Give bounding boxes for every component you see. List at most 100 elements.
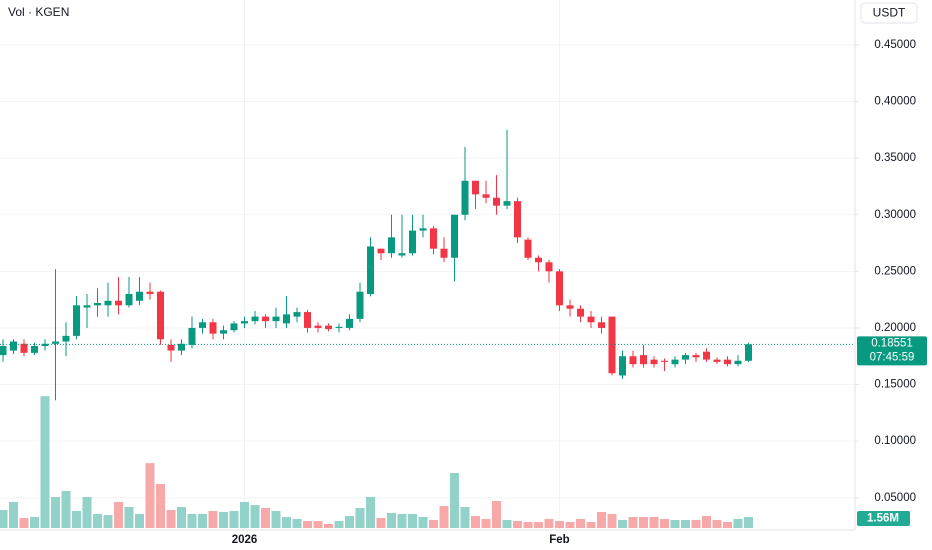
volume-bar [733, 518, 743, 528]
candle-body [230, 323, 238, 331]
candle-body [83, 305, 91, 308]
candle-body [104, 300, 112, 306]
candle-body [440, 248, 448, 258]
volume-bar [439, 506, 449, 528]
candle-body [20, 343, 28, 353]
candle-body [346, 318, 353, 328]
candle-body [377, 248, 385, 254]
volume-bar [502, 520, 512, 528]
currency-label[interactable]: USDT [873, 6, 906, 20]
x-tick-label: 2026 [232, 534, 258, 546]
candle-body [682, 355, 689, 360]
candle-body [73, 305, 80, 336]
volume-bar [9, 501, 18, 528]
volume-bar [219, 511, 228, 528]
volume-bar [345, 516, 354, 528]
y-tick-label: 0.30000 [874, 209, 916, 221]
candle-body [556, 271, 563, 306]
currency-button[interactable] [860, 2, 918, 24]
volume-bar [523, 522, 533, 528]
candle-body [136, 291, 143, 301]
candle-body [52, 341, 59, 344]
volume-bar [324, 523, 333, 528]
volume-bar [177, 506, 186, 528]
y-tick-label: 0.10000 [874, 435, 916, 447]
volume-bar [597, 511, 606, 528]
volume-bar [660, 518, 669, 528]
candle-body [283, 314, 290, 324]
candle-body [335, 326, 343, 328]
candle-body [419, 228, 427, 231]
candle-body [0, 346, 7, 356]
grid [0, 0, 855, 530]
volume-bar [481, 518, 491, 528]
volume-bar [114, 501, 123, 528]
candle-body [167, 344, 175, 351]
volume-bar [135, 513, 144, 528]
candle-body [314, 325, 322, 328]
volume-bar [93, 513, 102, 528]
volume-bar [418, 517, 428, 528]
volume-bar [366, 496, 375, 528]
volume-bar [408, 513, 417, 528]
x-tick-label: Feb [549, 534, 569, 546]
volume-bar [460, 506, 470, 528]
candle-body [598, 322, 605, 328]
volume-bar [691, 520, 701, 528]
y-tick-label: 0.20000 [874, 322, 916, 334]
candle-body [703, 351, 710, 360]
candle-body [251, 316, 259, 322]
candle-body [157, 291, 164, 340]
candle-body [482, 194, 490, 198]
y-tick-label: 0.40000 [874, 96, 916, 108]
price-badge-label: 0.18551 [871, 337, 913, 349]
volume-bar [387, 512, 396, 528]
volume-bar [0, 510, 8, 528]
volume-bar [450, 473, 459, 528]
candle-body [31, 346, 38, 353]
candle-body [524, 239, 532, 258]
volume-bar [40, 396, 50, 528]
candle-body [125, 293, 133, 306]
volume-bar [103, 515, 113, 528]
candle-body [356, 291, 364, 319]
volume-bar [261, 507, 270, 528]
candle-body [325, 325, 332, 330]
volume-bar [712, 520, 722, 528]
candle-body [94, 303, 101, 306]
y-tick-label: 0.35000 [874, 152, 916, 164]
volume-bar [51, 496, 60, 528]
volume-bar [82, 496, 92, 528]
volume-bar [429, 520, 438, 528]
volume-bar [513, 521, 522, 528]
candle-body [650, 359, 658, 365]
volume-bar [166, 510, 176, 528]
volume-bar [702, 516, 711, 528]
candle-body [745, 344, 752, 361]
volume-bar [229, 511, 239, 528]
candle-body [734, 360, 742, 365]
volume-bar [492, 501, 501, 528]
volume-bar [292, 518, 302, 528]
volume-bar [576, 518, 585, 528]
price-badge [857, 336, 927, 366]
candle-body [304, 312, 311, 328]
candle-body [41, 343, 49, 347]
candle-body [493, 197, 500, 206]
candle-body [430, 228, 437, 249]
y-tick-label: 0.15000 [874, 379, 916, 391]
candle-body [409, 230, 416, 254]
candle-body [178, 343, 185, 351]
volume-bar [565, 522, 575, 528]
candle-body [587, 316, 595, 323]
candle-body [398, 253, 406, 256]
candle-body [671, 359, 679, 365]
volume-bar [670, 520, 680, 528]
candle-body [566, 305, 574, 309]
y-tick-label: 0.25000 [874, 265, 916, 277]
candle-body [619, 356, 626, 376]
candle-body [545, 262, 553, 272]
volume-bar [334, 521, 344, 528]
